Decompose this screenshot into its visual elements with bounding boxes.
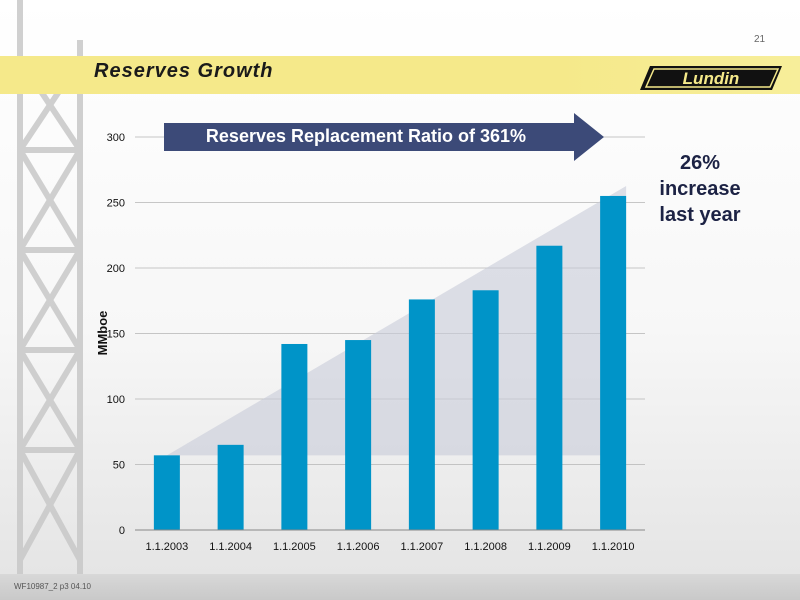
x-tick-label: 1.1.2010 <box>592 541 635 553</box>
annotation-line-2: last year <box>659 204 741 226</box>
oil-derrick-silhouette <box>17 0 83 600</box>
x-tick-label: 1.1.2005 <box>273 541 316 553</box>
y-tick-label: 200 <box>107 263 125 275</box>
banner-arrow: Reserves Replacement Ratio of 361% <box>164 113 604 161</box>
footer-reference: WF10987_2 p3 04.10 <box>14 582 91 591</box>
bar-1.1.2004 <box>217 444 244 530</box>
y-axis-label: MMboe <box>95 311 110 356</box>
y-tick-label: 100 <box>107 394 125 406</box>
bar-1.1.2010 <box>600 195 627 530</box>
x-tick-label: 1.1.2003 <box>145 541 188 553</box>
bottom-band <box>0 574 800 600</box>
page-number: 21 <box>754 34 766 45</box>
y-tick-label: 50 <box>113 460 125 472</box>
bar-1.1.2006 <box>345 340 372 530</box>
logo-text: Lundin <box>683 69 740 88</box>
x-tick-label: 1.1.2007 <box>400 541 443 553</box>
y-tick-label: 250 <box>107 198 125 210</box>
bar-1.1.2003 <box>153 455 180 530</box>
y-tick-label: 150 <box>107 329 125 341</box>
annotation-line-1: 26% increase <box>659 152 741 200</box>
lundin-logo: Lundin <box>640 66 782 90</box>
bar-1.1.2008 <box>472 290 499 530</box>
bar-1.1.2007 <box>408 299 435 530</box>
bar-1.1.2005 <box>281 343 308 530</box>
x-tick-label: 1.1.2006 <box>337 541 380 553</box>
bar-1.1.2009 <box>536 245 563 531</box>
x-tick-label: 1.1.2009 <box>528 541 571 553</box>
banner-text: Reserves Replacement Ratio of 361% <box>206 126 526 146</box>
x-tick-label: 1.1.2004 <box>209 541 252 553</box>
y-tick-label: 0 <box>119 525 125 537</box>
slide-title: Reserves Growth <box>94 60 274 82</box>
increase-annotation: 26% increase last year <box>640 150 760 228</box>
x-tick-label: 1.1.2008 <box>464 541 507 553</box>
y-tick-label: 300 <box>107 132 125 144</box>
